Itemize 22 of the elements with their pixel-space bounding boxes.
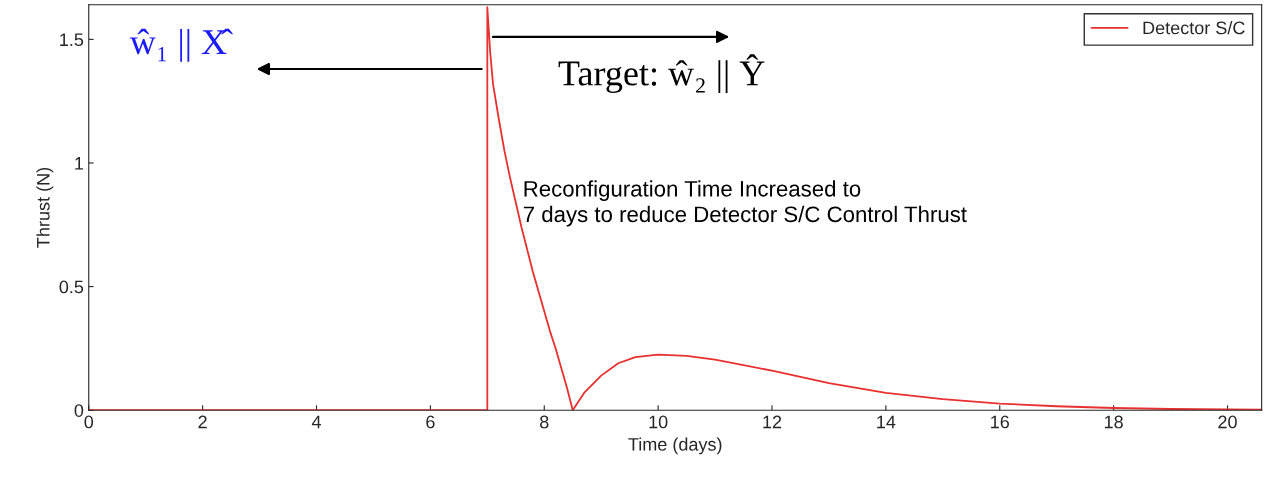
x-tick-label: 4 bbox=[311, 415, 321, 429]
x-tick-label: 8 bbox=[540, 415, 549, 429]
annotation: Reconfiguration Time Increased to 7 days to reduce Detector S/C Control Thrust bbox=[523, 180, 967, 227]
annotation: Target: ŵ₂ || Ŷ bbox=[558, 54, 765, 94]
annotation: ŵ₁ || X̂ bbox=[129, 28, 233, 62]
x-tick-label: 20 bbox=[1218, 415, 1237, 429]
x-tick-label: 18 bbox=[1104, 415, 1123, 429]
y-tick-label: 0 bbox=[74, 404, 84, 417]
x-tick-label: 16 bbox=[991, 415, 1009, 429]
x-tick-label: 10 bbox=[649, 415, 668, 429]
line-series bbox=[88, 6, 1262, 411]
x-tick-label: 12 bbox=[763, 415, 782, 429]
legend-label: Detector S/C bbox=[1143, 21, 1245, 35]
x-tick-label: 14 bbox=[877, 415, 896, 429]
y-axis-title: Thrust (N) bbox=[36, 167, 54, 248]
x-axis-title: Time (days) bbox=[628, 437, 722, 455]
y-tick-label: 0.5 bbox=[59, 280, 84, 294]
y-tick-label: 1.5 bbox=[60, 33, 84, 47]
x-tick-label: 0 bbox=[84, 415, 94, 429]
x-tick-label: 2 bbox=[198, 415, 207, 429]
x-tick-label: 6 bbox=[426, 415, 435, 429]
y-tick-label: 1 bbox=[75, 157, 84, 170]
